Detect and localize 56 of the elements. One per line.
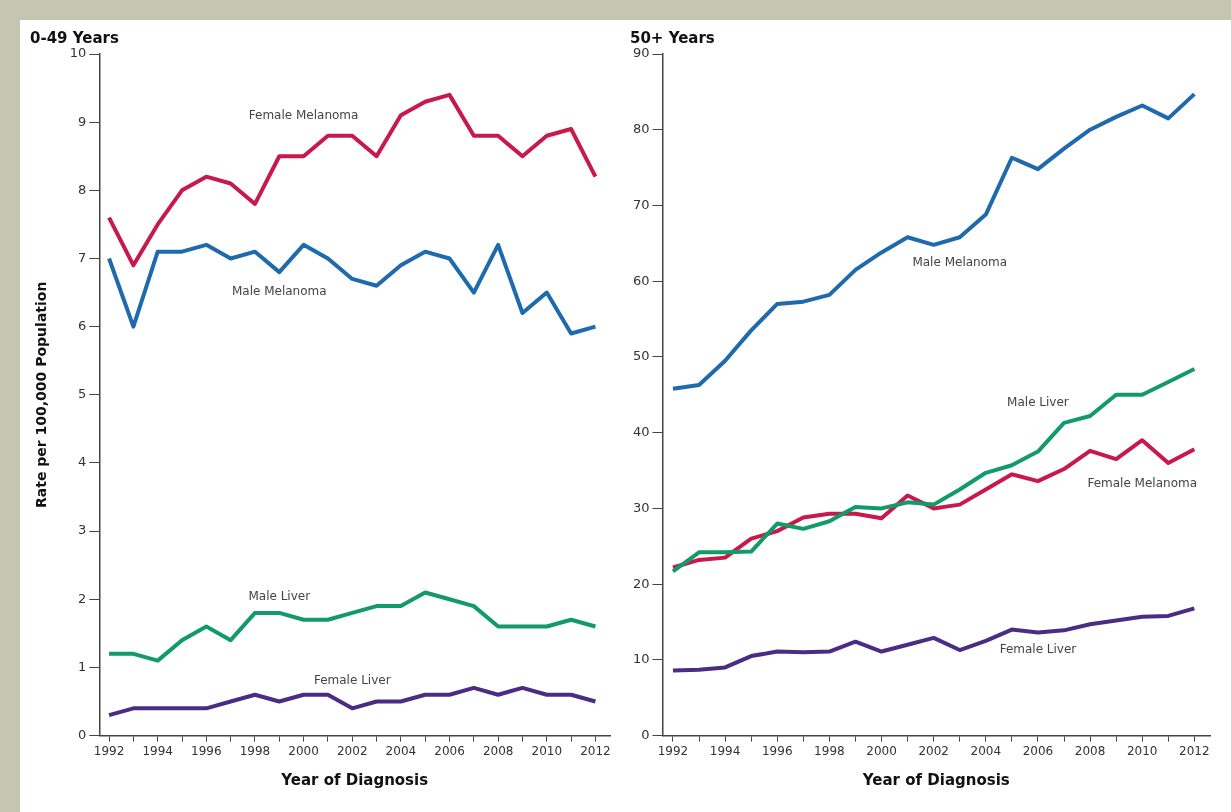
y-tick-label: 5 — [78, 386, 87, 402]
x-tick-label: 1994 — [142, 743, 173, 758]
y-tick-label: 20 — [633, 575, 650, 591]
y-tick-label: 7 — [78, 249, 87, 265]
y-tick-label: 30 — [633, 499, 650, 515]
y-tick-label: 4 — [78, 454, 87, 470]
y-tick-label: 0 — [78, 726, 87, 742]
y-tick-label: 70 — [633, 196, 650, 212]
x-tick-label: 2002 — [918, 743, 949, 758]
series-label: Male Liver — [248, 589, 311, 604]
y-tick-label: 1 — [78, 658, 87, 674]
x-tick-label: 2012 — [1179, 743, 1210, 758]
x-tick-label: 2006 — [1022, 743, 1054, 758]
x-tick-label: 1996 — [761, 743, 793, 758]
y-tick-label: 9 — [78, 113, 87, 129]
y-tick-label: 3 — [78, 522, 87, 538]
x-tick-label: 2008 — [482, 743, 514, 758]
x-tick-label: 1994 — [709, 743, 741, 758]
y-tick-label: 2 — [78, 590, 87, 606]
x-tick-label: 2010 — [531, 743, 563, 758]
x-tick-label: 2012 — [580, 743, 611, 758]
x-tick-label: 2000 — [866, 743, 897, 758]
series-label: Female Liver — [999, 641, 1077, 656]
chart-title: 50+ Years — [630, 28, 715, 47]
x-tick-label: 2000 — [288, 743, 319, 758]
y-tick-label: 10 — [69, 45, 87, 61]
series-label: Female Melanoma — [248, 108, 359, 123]
y-tick-label: 60 — [633, 272, 650, 288]
series-label: Female Melanoma — [1087, 476, 1198, 491]
x-tick-label: 2006 — [434, 743, 465, 758]
x-tick-label: 1998 — [814, 743, 845, 758]
x-tick-label: 1998 — [239, 743, 271, 758]
series-label: Male Melanoma — [912, 255, 1008, 270]
y-tick-label: 50 — [633, 348, 650, 364]
y-tick-label: 8 — [78, 181, 87, 197]
x-tick-label: 1996 — [191, 743, 222, 758]
x-tick-label: 2004 — [970, 743, 1002, 758]
x-tick-label: 2002 — [336, 743, 368, 758]
x-axis-title: Year of Diagnosis — [280, 770, 429, 789]
x-axis-title: Year of Diagnosis — [861, 770, 1010, 789]
series-label: Female Liver — [313, 673, 391, 688]
y-tick-label: 80 — [633, 121, 650, 137]
x-tick-label: 2010 — [1126, 743, 1158, 758]
y-tick-label: 10 — [633, 651, 650, 667]
y-tick-label: 6 — [78, 318, 87, 334]
y-tick-label: 40 — [633, 424, 650, 440]
x-tick-label: 1992 — [93, 743, 125, 758]
x-tick-label: 1992 — [657, 743, 689, 758]
series-label: Male Liver — [1007, 394, 1069, 409]
chart-title: 0-49 Years — [30, 28, 119, 47]
x-tick-label: 2004 — [385, 743, 417, 758]
y-tick-label: 0 — [641, 726, 650, 742]
series-label: Male Melanoma — [231, 284, 327, 299]
y-axis-title: Rate per 100,000 Population — [33, 281, 50, 509]
x-tick-label: 2008 — [1074, 743, 1106, 758]
y-tick-label: 90 — [633, 45, 650, 61]
